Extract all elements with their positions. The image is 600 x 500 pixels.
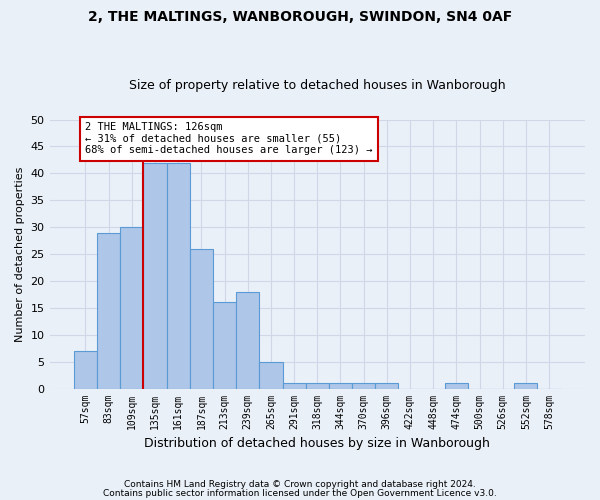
Text: 2 THE MALTINGS: 126sqm
← 31% of detached houses are smaller (55)
68% of semi-det: 2 THE MALTINGS: 126sqm ← 31% of detached… bbox=[85, 122, 373, 156]
Bar bbox=[305, 383, 329, 388]
Bar bbox=[259, 362, 283, 388]
Bar bbox=[213, 302, 236, 388]
Bar bbox=[352, 383, 375, 388]
Text: Contains public sector information licensed under the Open Government Licence v3: Contains public sector information licen… bbox=[103, 489, 497, 498]
X-axis label: Distribution of detached houses by size in Wanborough: Distribution of detached houses by size … bbox=[145, 437, 490, 450]
Bar bbox=[375, 383, 398, 388]
Bar bbox=[445, 383, 468, 388]
Bar bbox=[236, 292, 259, 388]
Bar bbox=[97, 232, 120, 388]
Bar bbox=[120, 227, 143, 388]
Bar bbox=[514, 383, 538, 388]
Bar bbox=[74, 351, 97, 389]
Bar bbox=[143, 162, 167, 388]
Title: Size of property relative to detached houses in Wanborough: Size of property relative to detached ho… bbox=[129, 79, 506, 92]
Text: Contains HM Land Registry data © Crown copyright and database right 2024.: Contains HM Land Registry data © Crown c… bbox=[124, 480, 476, 489]
Text: 2, THE MALTINGS, WANBOROUGH, SWINDON, SN4 0AF: 2, THE MALTINGS, WANBOROUGH, SWINDON, SN… bbox=[88, 10, 512, 24]
Bar bbox=[283, 383, 305, 388]
Y-axis label: Number of detached properties: Number of detached properties bbox=[15, 166, 25, 342]
Bar bbox=[329, 383, 352, 388]
Bar bbox=[190, 248, 213, 388]
Bar bbox=[167, 162, 190, 388]
